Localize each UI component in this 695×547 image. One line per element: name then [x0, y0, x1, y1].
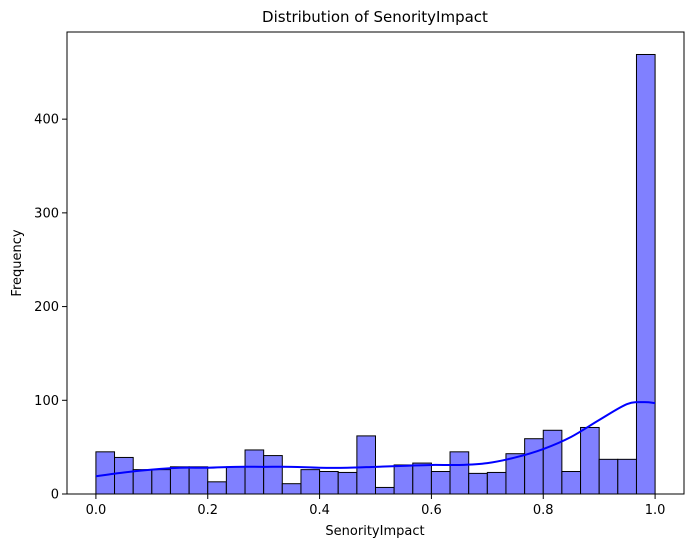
histogram-bar — [449, 451, 470, 495]
y-axis-ticks: 0 100 200 300 400 — [34, 113, 67, 503]
histogram-bar — [580, 426, 600, 495]
histogram-bar — [337, 471, 358, 495]
histogram-bar — [468, 472, 488, 495]
x-tick-label: 0.4 — [309, 503, 330, 518]
histogram-bar — [430, 471, 451, 495]
histogram-bar — [356, 435, 376, 495]
histogram-bar — [95, 451, 116, 495]
bars-group — [95, 53, 656, 495]
y-axis-label: Frequency — [10, 229, 25, 296]
x-tick-label: 0.6 — [421, 503, 442, 518]
histogram-bar — [375, 486, 395, 495]
histogram-bar — [281, 483, 302, 495]
histogram-bar — [263, 455, 283, 495]
x-tick-label: 1.0 — [645, 503, 666, 518]
histogram-bar — [319, 471, 339, 495]
y-tick-label: 100 — [34, 394, 59, 409]
y-tick-label: 0 — [51, 488, 59, 503]
chart-title: Distribution of SenorityImpact — [262, 8, 488, 26]
histogram-bar — [393, 464, 414, 495]
histogram-bar — [542, 429, 563, 495]
y-tick-label: 200 — [34, 300, 59, 315]
histogram-bar — [617, 458, 637, 495]
histogram-bar — [561, 471, 582, 495]
x-tick-label: 0.8 — [533, 503, 554, 518]
histogram-bar — [225, 466, 246, 495]
x-tick-label: 0.0 — [86, 503, 107, 518]
histogram-bar — [188, 466, 209, 495]
histogram-bar — [244, 449, 265, 495]
histogram-bar — [300, 469, 321, 495]
histogram-bar — [151, 469, 171, 495]
x-tick-label: 0.2 — [197, 503, 218, 518]
histogram-bar — [598, 458, 619, 495]
histogram-bar — [635, 53, 656, 495]
histogram-bar — [169, 466, 190, 495]
histogram-bar — [207, 481, 227, 495]
plot-frame — [66, 31, 685, 495]
histogram-bar — [114, 456, 134, 495]
y-tick-label: 400 — [34, 113, 59, 128]
x-axis-ticks: 0.0 0.2 0.4 0.6 0.8 1.0 — [86, 494, 666, 518]
histogram-bar — [486, 471, 507, 495]
x-axis-label: SenorityImpact — [325, 524, 424, 539]
histogram-bar — [132, 469, 153, 495]
histogram-bar — [412, 462, 432, 495]
y-tick-label: 300 — [34, 206, 59, 221]
kde-curve — [95, 401, 656, 478]
histogram-bar — [524, 438, 544, 495]
